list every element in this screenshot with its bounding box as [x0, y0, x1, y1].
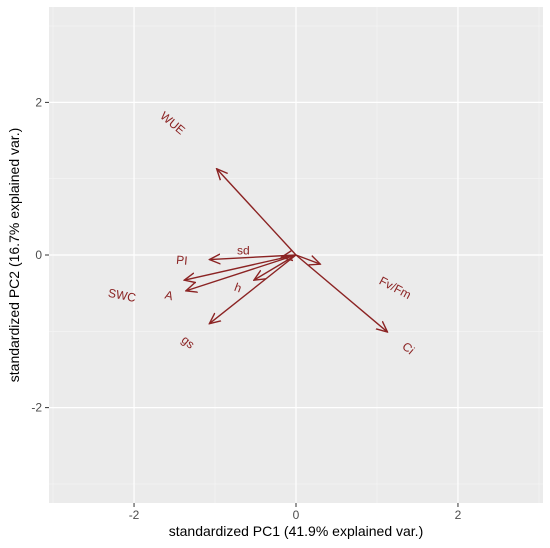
- y-tick-label: 2: [35, 95, 42, 109]
- y-tick-label: 0: [35, 248, 42, 262]
- y-tick-label: -2: [31, 401, 42, 415]
- vector-ci: [295, 254, 388, 332]
- label-pi: PI: [176, 253, 189, 268]
- vector-a: [186, 254, 297, 291]
- x-tick-label: 2: [455, 508, 462, 522]
- x-axis-title: standardized PC1 (41.9% explained var.): [169, 523, 423, 539]
- vector-gs: [209, 254, 297, 324]
- label-h: h: [232, 280, 243, 295]
- vector-swc: [184, 254, 297, 280]
- vector-wue: [217, 169, 297, 256]
- x-tick-label: -2: [129, 508, 140, 522]
- loading-vectors: [184, 169, 387, 332]
- label-sd: sd: [237, 243, 250, 257]
- vector-pi: [209, 255, 297, 260]
- y-axis-title: standardized PC2 (16.7% explained var.): [6, 128, 22, 382]
- axis-ticks: -2 0 2 -2 0 2: [31, 95, 461, 522]
- label-a: A: [163, 288, 174, 304]
- vector-fv-fm: [295, 254, 320, 264]
- label-swc: SWC: [107, 286, 137, 305]
- vector-h: [254, 254, 297, 280]
- x-tick-label: 0: [293, 508, 300, 522]
